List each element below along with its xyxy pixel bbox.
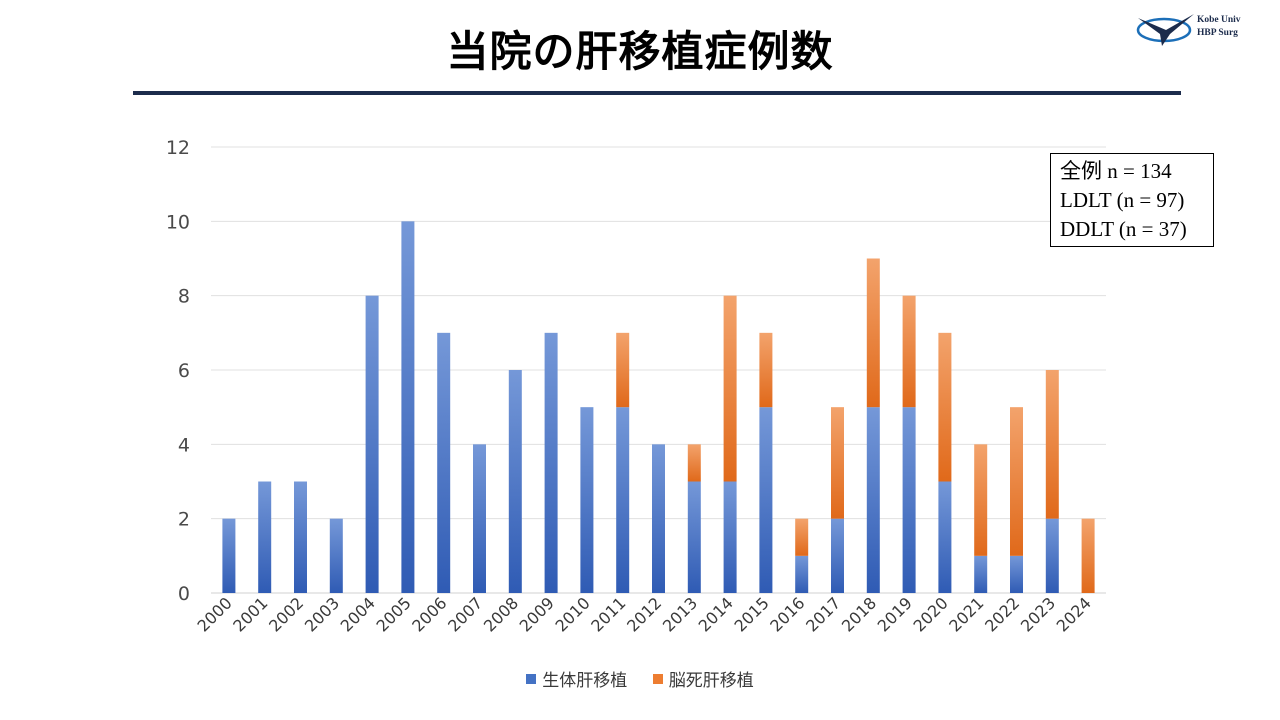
wing-logo-icon [1136, 14, 1194, 46]
x-tick-label: 2015 [731, 593, 773, 635]
x-tick-label: 2001 [229, 593, 271, 635]
x-tick-label: 2014 [695, 593, 737, 635]
bar-deceased [723, 295, 737, 482]
x-tick-label: 2010 [552, 593, 594, 635]
x-tick-label: 2021 [945, 593, 987, 635]
bar-deceased [866, 258, 880, 408]
y-tick-label: 8 [178, 286, 190, 308]
x-tick-label: 2023 [1017, 593, 1059, 635]
case-count-box: 全例 n = 134 LDLT (n = 97) DDLT (n = 37) [1050, 153, 1214, 247]
bar-living [616, 407, 630, 593]
legend-swatch-living [526, 673, 537, 684]
x-tick-label: 2007 [444, 593, 486, 635]
chart-legend: 生体肝移植 脳死肝移植 [0, 666, 1280, 691]
y-tick-label: 0 [178, 583, 190, 605]
x-tick-label: 2012 [623, 593, 665, 635]
ddlt-count: DDLT (n = 37) [1060, 217, 1187, 241]
bar-living [222, 518, 236, 593]
bar-living [1010, 555, 1023, 593]
bar-living [938, 481, 952, 593]
logo-line-2: HBP Surg [1197, 28, 1238, 38]
x-tick-label: 2003 [301, 593, 343, 635]
bar-living [437, 332, 451, 593]
bar-living [544, 332, 558, 593]
x-tick-label: 2002 [265, 593, 307, 635]
bar-deceased [831, 407, 844, 519]
bar-living [866, 407, 880, 593]
x-tick-label: 2006 [408, 593, 450, 635]
bar-deceased [938, 332, 952, 482]
y-tick-label: 6 [178, 360, 190, 382]
bar-living [1045, 518, 1059, 593]
bar-deceased [616, 332, 630, 408]
bar-deceased [1010, 407, 1023, 556]
legend-item-living: 生体肝移植 [526, 666, 627, 691]
legend-swatch-deceased [652, 673, 663, 684]
x-tick-label: 2020 [910, 593, 952, 635]
x-tick-label: 2008 [480, 593, 522, 635]
logo-text: Kobe Univ HBP Surg [1197, 14, 1241, 40]
x-tick-label: 2005 [373, 593, 415, 635]
bar-living [508, 370, 522, 593]
bar-living [723, 481, 737, 593]
bar-living [759, 407, 773, 593]
bar-living [473, 444, 486, 593]
bar-deceased [902, 295, 916, 408]
x-tick-label: 2022 [981, 593, 1023, 635]
bar-deceased [1045, 370, 1059, 519]
x-tick-label: 2011 [587, 593, 629, 635]
y-tick-label: 2 [178, 509, 190, 531]
slide-title: 当院の肝移植症例数 [446, 27, 834, 76]
bar-living [365, 295, 379, 593]
x-tick-label: 2016 [766, 593, 808, 635]
bar-living [831, 518, 844, 593]
legend-label-living: 生体肝移植 [542, 671, 628, 691]
bar-living [902, 407, 916, 593]
ldlt-count: LDLT (n = 97) [1060, 188, 1185, 212]
logo-line-1: Kobe Univ [1197, 15, 1241, 25]
legend-label-deceased: 脳死肝移植 [668, 671, 754, 691]
bar-living [580, 407, 594, 593]
x-tick-label: 2017 [802, 593, 844, 635]
x-tick-label: 2019 [874, 593, 916, 635]
x-tick-label: 2009 [516, 593, 558, 635]
x-tick-label: 2018 [838, 593, 880, 635]
x-tick-label: 2000 [194, 593, 236, 635]
bar-living [652, 444, 665, 593]
x-tick-label: 2004 [337, 593, 379, 635]
bar-deceased [795, 518, 809, 556]
bar-living [258, 481, 272, 593]
title-underline [133, 91, 1181, 95]
bar-deceased [974, 444, 988, 556]
bar-deceased [759, 332, 773, 408]
bar-deceased [687, 444, 701, 482]
y-tick-label: 10 [166, 211, 190, 233]
y-tick-label: 12 [166, 137, 190, 159]
bar-living [294, 481, 307, 593]
bar-living [401, 221, 415, 594]
bar-living [974, 555, 988, 593]
x-tick-label: 2013 [659, 593, 701, 635]
bar-deceased [1081, 518, 1095, 593]
bar-living [329, 518, 343, 593]
total-count: 全例 n = 134 [1060, 159, 1172, 183]
x-tick-label: 2024 [1053, 593, 1095, 635]
y-tick-label: 4 [178, 434, 190, 456]
bar-living [795, 555, 809, 593]
bar-living [687, 481, 701, 593]
legend-item-deceased: 脳死肝移植 [652, 666, 754, 691]
